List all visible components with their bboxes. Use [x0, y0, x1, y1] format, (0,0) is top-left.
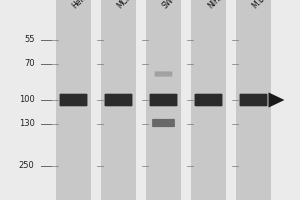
Text: MCF-7: MCF-7: [116, 0, 139, 10]
Bar: [101, 0, 136, 200]
FancyBboxPatch shape: [59, 94, 88, 106]
FancyBboxPatch shape: [155, 71, 172, 77]
Text: 100: 100: [19, 96, 34, 104]
FancyBboxPatch shape: [194, 94, 223, 106]
Text: M.brain: M.brain: [250, 0, 278, 10]
Text: SW480: SW480: [160, 0, 186, 10]
Bar: [191, 0, 226, 200]
Text: Hela: Hela: [70, 0, 89, 10]
Text: 130: 130: [19, 119, 34, 129]
Text: NIH/3T3: NIH/3T3: [206, 0, 234, 10]
Bar: [146, 0, 181, 200]
FancyBboxPatch shape: [105, 94, 133, 106]
FancyBboxPatch shape: [152, 119, 175, 127]
Bar: [236, 0, 271, 200]
Text: 250: 250: [19, 162, 34, 170]
Text: 55: 55: [24, 36, 34, 45]
Bar: [56, 0, 91, 200]
FancyBboxPatch shape: [150, 94, 178, 106]
FancyBboxPatch shape: [239, 94, 268, 106]
Text: 70: 70: [24, 60, 34, 68]
Polygon shape: [268, 92, 284, 108]
